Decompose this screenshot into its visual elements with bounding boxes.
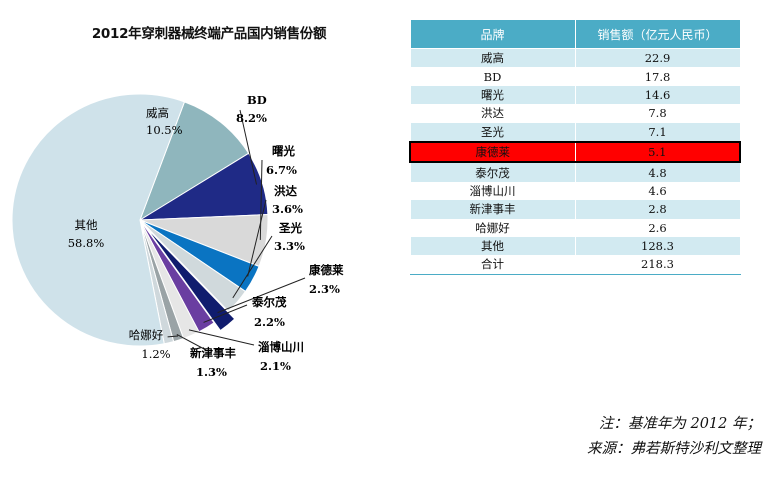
table-row: 泰尔茂 4.8 xyxy=(409,162,741,182)
cell-sales: 218.3 xyxy=(574,255,741,275)
pie-slice-4 xyxy=(139,219,247,312)
slice-pct-7: 2.1% xyxy=(260,359,291,373)
sales-table: 品牌 销售额（亿元人民币） 威高 22.9 BD 17.8 曙光 14.6 洪达 7.8 圣光 7… xyxy=(409,19,741,275)
cell-brand: 哈娜好 xyxy=(409,218,576,237)
slice-pct-6: 2.2% xyxy=(254,315,285,329)
slice-pct-8: 1.3% xyxy=(196,365,227,379)
slice-pct-0: 10.5% xyxy=(146,123,183,137)
cell-sales: 22.9 xyxy=(574,48,741,68)
pie-slice-10 xyxy=(11,93,186,347)
cell-sales: 2.8 xyxy=(574,200,741,219)
slice-label-5: 康德莱 xyxy=(309,263,344,277)
cell-sales: 5.1 xyxy=(574,140,741,164)
cell-sales: 14.6 xyxy=(574,85,741,105)
cell-brand: 其他 xyxy=(409,236,576,256)
slice-label-4: 圣光 xyxy=(278,221,302,235)
cell-sales: 17.8 xyxy=(574,67,741,86)
slice-label-6: 泰尔茂 xyxy=(251,295,287,309)
slice-pct-10: 58.8% xyxy=(68,236,105,250)
slice-pct-3: 3.6% xyxy=(272,202,303,216)
cell-brand: 洪达 xyxy=(409,104,576,123)
cell-brand: 威高 xyxy=(409,48,576,68)
table-row: BD 17.8 xyxy=(409,67,741,86)
table-row: 合计 218.3 xyxy=(409,255,741,275)
chart-title: 2012年穿刺器械终端产品国内销售份额 xyxy=(91,26,327,42)
slice-pct-9: 1.2% xyxy=(141,347,170,361)
slice-pct-2: 6.7% xyxy=(266,163,297,177)
cell-brand: 合计 xyxy=(409,255,576,275)
note-source: 来源：弗若斯特沙利文整理 xyxy=(587,441,761,457)
cell-sales: 4.8 xyxy=(574,162,741,182)
notes: 注：基准年为 2012 年； 来源：弗若斯特沙利文整理 xyxy=(587,412,761,462)
header-brand: 品牌 xyxy=(409,19,576,49)
leader-line-4 xyxy=(232,235,273,299)
slice-label-1: BD xyxy=(247,93,267,107)
cell-brand: 新津事丰 xyxy=(409,200,576,219)
leader-line-7 xyxy=(188,329,255,346)
leader-line-1 xyxy=(239,109,258,185)
cell-sales: 7.8 xyxy=(574,104,741,123)
slice-label-2: 曙光 xyxy=(272,144,295,158)
slice-pct-5: 2.3% xyxy=(309,282,340,296)
table-row: 威高 22.9 xyxy=(409,48,741,68)
table-row: 新津事丰 2.8 xyxy=(409,200,741,219)
table-header-row: 品牌 销售额（亿元人民币） xyxy=(409,19,741,49)
slice-label-10: 其他 xyxy=(75,218,98,232)
cell-sales: 7.1 xyxy=(574,122,741,142)
table-row: 圣光 7.1 xyxy=(409,122,741,142)
leader-line-6 xyxy=(203,304,248,323)
cell-sales: 4.6 xyxy=(574,181,741,201)
pie-slice-0 xyxy=(139,101,250,222)
slice-label-8: 新津事丰 xyxy=(190,346,236,360)
table-row: 哈娜好 2.6 xyxy=(409,218,741,237)
leader-line-3 xyxy=(247,199,267,277)
cell-brand: 曙光 xyxy=(409,85,576,105)
pie-slice-5 xyxy=(145,227,236,332)
cell-brand: 淄博山川 xyxy=(409,181,576,201)
slice-labels: 威高 10.5% BD 8.2% 曙光 6.7% 洪达 3.6% 圣光 3.3% 康德莱 2.3% 泰尔… xyxy=(68,93,344,379)
header-sales: 销售额（亿元人民币） xyxy=(574,19,741,49)
table-row: 洪达 7.8 xyxy=(409,104,741,123)
note-base-year: 注：基准年为 2012 年； xyxy=(598,416,761,432)
leader-lines xyxy=(167,109,306,351)
leader-line-5 xyxy=(217,277,306,314)
leader-line-8 xyxy=(176,333,207,351)
slice-pct-1: 8.2% xyxy=(236,111,267,125)
table-body: 威高 22.9 BD 17.8 曙光 14.6 洪达 7.8 圣光 7.1 康德莱 5.1 泰尔茂 4.8… xyxy=(409,48,741,275)
leader-line-2 xyxy=(259,159,263,240)
leader-line-9 xyxy=(167,335,179,338)
pie-chart: 威高 10.5% BD 8.2% 曙光 6.7% 洪达 3.6% 圣光 3.3% 康德莱 2.3% 泰尔… xyxy=(11,93,344,379)
slice-label-9: 哈娜好 xyxy=(129,328,164,342)
cell-brand: 康德莱 xyxy=(409,140,576,164)
slice-label-7: 淄博山川 xyxy=(258,340,304,354)
table-row: 康德莱 5.1 xyxy=(409,140,741,164)
table-row: 曙光 14.6 xyxy=(409,85,741,105)
pie-slices xyxy=(11,93,269,347)
slice-label-3: 洪达 xyxy=(274,184,297,198)
slice-pct-4: 3.3% xyxy=(274,239,305,253)
table-row: 其他 128.3 xyxy=(409,236,741,256)
table-row: 淄博山川 4.6 xyxy=(409,181,741,201)
slice-label-0: 威高 xyxy=(146,106,169,120)
cell-sales: 2.6 xyxy=(574,218,741,237)
cell-brand: BD xyxy=(409,67,576,86)
cell-brand: 圣光 xyxy=(409,122,576,142)
cell-brand: 泰尔茂 xyxy=(409,162,576,182)
cell-sales: 128.3 xyxy=(574,236,741,256)
